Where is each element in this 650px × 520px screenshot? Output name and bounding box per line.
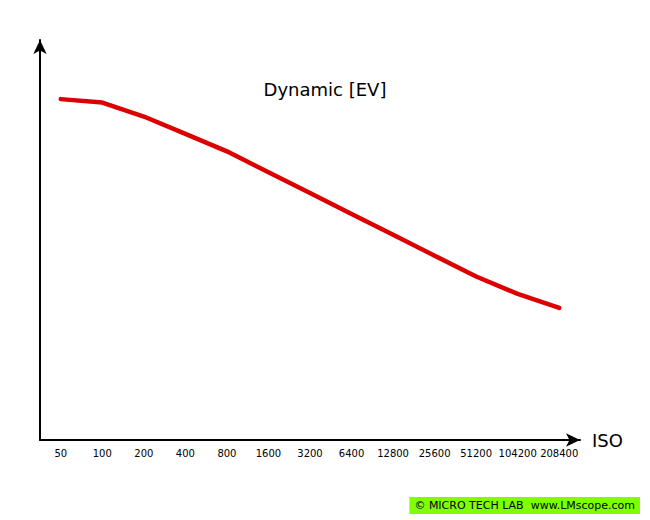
svg-text:104200: 104200 xyxy=(499,448,537,459)
svg-text:208400: 208400 xyxy=(540,448,578,459)
svg-text:Dynamic [EV]: Dynamic [EV] xyxy=(264,79,387,100)
svg-text:25600: 25600 xyxy=(419,448,451,459)
svg-text:50: 50 xyxy=(54,448,67,459)
svg-text:800: 800 xyxy=(217,448,236,459)
svg-text:100: 100 xyxy=(93,448,112,459)
svg-text:1600: 1600 xyxy=(256,448,281,459)
svg-text:12800: 12800 xyxy=(377,448,409,459)
svg-text:51200: 51200 xyxy=(460,448,492,459)
svg-text:400: 400 xyxy=(176,448,195,459)
svg-text:ISO: ISO xyxy=(592,430,623,451)
svg-text:200: 200 xyxy=(134,448,153,459)
svg-text:© MICRO TECH LAB www.LMscope.: © MICRO TECH LAB www.LMscope.com xyxy=(414,499,635,512)
svg-text:3200: 3200 xyxy=(297,448,322,459)
svg-text:6400: 6400 xyxy=(339,448,364,459)
